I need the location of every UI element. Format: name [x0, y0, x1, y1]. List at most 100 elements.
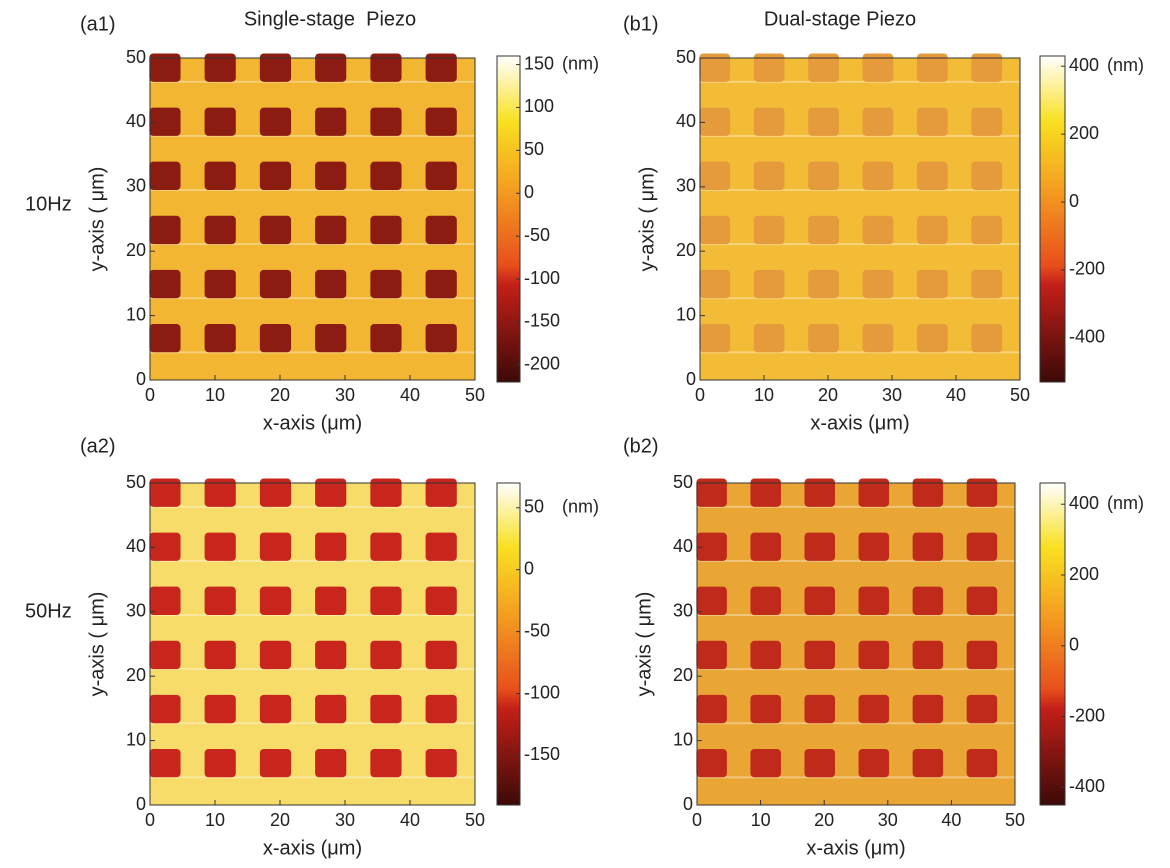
heatmap-background	[150, 58, 475, 380]
feature	[259, 694, 292, 724]
feature	[315, 323, 347, 353]
y-tick-label: 0	[683, 794, 693, 814]
feature	[750, 640, 781, 670]
feature	[699, 53, 731, 82]
feature	[912, 748, 944, 778]
colorbar-tick-label: -400	[1069, 776, 1105, 796]
row-stripe	[150, 614, 475, 617]
heatmap-background	[700, 58, 1020, 380]
feature	[315, 586, 347, 616]
row-stripe	[697, 776, 1015, 779]
feature	[858, 532, 890, 561]
row-stripe	[700, 351, 1020, 354]
feature	[370, 478, 402, 507]
x-tick-label: 30	[335, 810, 355, 830]
row-stripe	[150, 668, 475, 671]
feature	[808, 269, 839, 299]
feature	[971, 215, 1003, 245]
colorbar-tick-label: 200	[1069, 123, 1099, 143]
feature	[149, 694, 181, 724]
feature	[912, 640, 944, 670]
colorbar-tick-label: 0	[524, 182, 534, 202]
y-tick-label: 40	[126, 111, 146, 131]
colorbar-tick-label: -200	[524, 354, 560, 374]
feature	[808, 323, 839, 353]
feature	[862, 161, 894, 191]
colorbar	[496, 55, 521, 383]
x-tick-label: 30	[335, 385, 355, 405]
x-tick-label: 40	[946, 385, 966, 405]
feature	[753, 53, 785, 82]
feature	[259, 478, 292, 507]
row-stripe	[150, 80, 475, 83]
colorbar	[496, 482, 521, 806]
feature	[804, 694, 836, 724]
feature	[259, 161, 292, 191]
row-stripe	[150, 243, 475, 246]
row-stripe	[150, 189, 475, 192]
colorbar-tick-label: -100	[524, 268, 560, 288]
feature	[315, 215, 347, 245]
feature	[808, 215, 839, 245]
x-tick-label: 50	[465, 810, 485, 830]
colorbar-tick-label: -150	[524, 744, 560, 764]
colorbar-tick-label: -50	[524, 620, 550, 640]
y-tick-label: 0	[136, 369, 146, 389]
feature	[858, 640, 890, 670]
feature	[753, 269, 785, 299]
feature	[696, 694, 727, 724]
feature	[966, 532, 998, 561]
row-stripe	[150, 559, 475, 562]
feature	[204, 532, 236, 561]
feature	[149, 323, 181, 353]
row-stripe	[697, 668, 1015, 671]
feature	[858, 748, 890, 778]
feature	[858, 478, 890, 507]
y-axis-label: y-axis ( μm)	[86, 592, 108, 697]
y-tick-label: 10	[673, 729, 693, 749]
x-axis-label: x-axis (μm)	[806, 837, 905, 859]
x-tick-label: 50	[1010, 385, 1030, 405]
feature	[912, 532, 944, 561]
feature	[370, 640, 402, 670]
colorbar-tick-label: 50	[524, 139, 544, 159]
x-tick-label: 30	[882, 385, 902, 405]
feature	[425, 269, 457, 299]
x-tick-label: 0	[145, 810, 155, 830]
feature	[204, 586, 236, 616]
y-tick-label: 10	[126, 304, 146, 324]
row-stripe	[150, 722, 475, 725]
feature	[315, 269, 347, 299]
panel-title: Single-stage Piezo	[244, 8, 416, 30]
feature	[204, 323, 236, 353]
y-axis-label: y-axis ( μm)	[633, 592, 655, 697]
row-label: 10Hz	[25, 193, 72, 215]
feature	[971, 161, 1003, 191]
feature	[149, 748, 181, 778]
feature	[966, 748, 998, 778]
row-stripe	[697, 722, 1015, 725]
row-stripe	[697, 614, 1015, 617]
feature	[370, 161, 402, 191]
feature	[808, 53, 839, 82]
feature	[966, 478, 998, 507]
colorbar-tick-label: -200	[1069, 259, 1105, 279]
x-tick-label: 50	[465, 385, 485, 405]
y-tick-label: 30	[126, 176, 146, 196]
feature	[204, 161, 236, 191]
y-tick-label: 40	[673, 536, 693, 556]
row-stripe	[700, 134, 1020, 137]
feature	[259, 748, 292, 778]
feature	[259, 107, 292, 136]
feature	[750, 532, 781, 561]
feature	[804, 748, 836, 778]
x-tick-label: 20	[814, 810, 834, 830]
x-tick-label: 40	[941, 810, 961, 830]
feature	[862, 215, 894, 245]
feature	[425, 640, 457, 670]
feature	[750, 478, 781, 507]
feature	[204, 640, 236, 670]
colorbar-tick-label: 400	[1069, 493, 1099, 513]
feature	[315, 161, 347, 191]
